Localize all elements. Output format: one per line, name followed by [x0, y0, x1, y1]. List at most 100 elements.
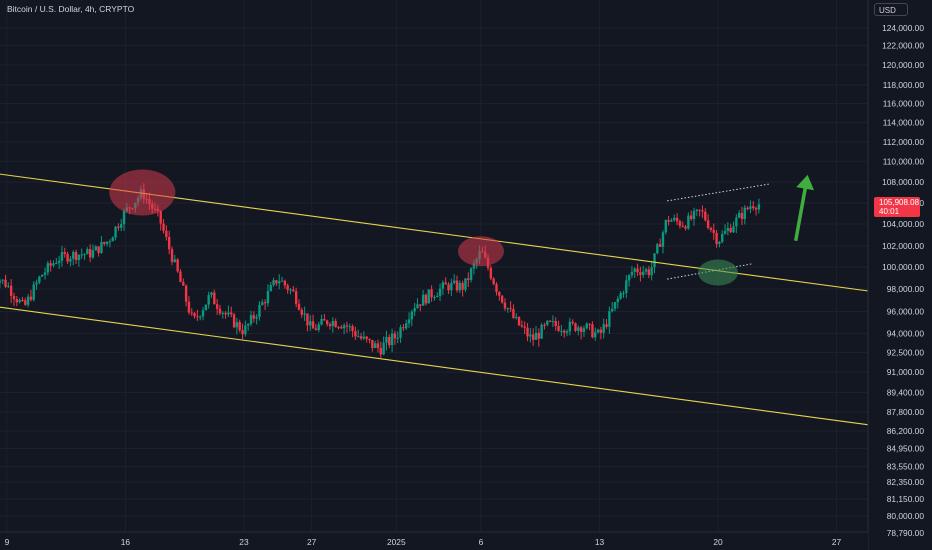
candle-body	[531, 334, 535, 340]
price-axis-label: 104,000.00	[882, 219, 924, 229]
price-axis-label: 100,000.00	[882, 262, 924, 272]
candle-body	[574, 323, 577, 331]
candle-body	[334, 321, 337, 328]
candle-body	[410, 311, 414, 320]
price-axis-label: 112,000.00	[883, 137, 925, 147]
candle-body	[472, 263, 476, 269]
candle-body	[489, 267, 493, 279]
candle-body	[441, 282, 445, 289]
candle-body	[689, 215, 693, 220]
price-axis-label: 124,000.00	[882, 23, 924, 33]
candle-body	[568, 321, 572, 332]
candle-body	[594, 332, 597, 338]
candle-body	[365, 336, 368, 339]
price-axis-label: 82,350.00	[887, 477, 925, 487]
candle-body	[701, 210, 704, 212]
candle-body	[283, 280, 287, 286]
candle-body	[235, 322, 239, 328]
candle-body	[337, 327, 340, 329]
candle-body	[447, 284, 450, 291]
candle-body	[436, 295, 439, 298]
candle-body	[241, 330, 244, 335]
candle-body	[712, 229, 715, 233]
candle-body	[749, 206, 752, 209]
time-axis-label: 2025	[387, 537, 406, 547]
candle-body	[97, 246, 100, 253]
candle-body	[314, 328, 318, 331]
candle-body	[616, 298, 620, 303]
candle-body	[402, 327, 405, 329]
candle-body	[311, 321, 315, 329]
candle-body	[300, 309, 303, 315]
candle-body	[280, 280, 284, 282]
candle-body	[263, 302, 267, 304]
candle-body	[718, 241, 721, 244]
time-axis-label: 9	[5, 537, 10, 547]
candle-body	[382, 342, 385, 355]
candle-body	[275, 280, 278, 284]
candle-body	[199, 316, 202, 318]
candle-body	[368, 338, 371, 340]
price-axis-label: 108,000.00	[882, 177, 924, 187]
candle-body	[721, 233, 724, 242]
candle-body	[512, 308, 515, 318]
candle-body	[289, 289, 292, 291]
candle-body	[430, 289, 433, 298]
candle-body	[608, 311, 611, 327]
candle-body	[546, 320, 549, 325]
candle-body	[286, 285, 289, 290]
candle-body	[340, 327, 343, 329]
candle-body	[670, 220, 673, 222]
candle-body	[52, 263, 55, 266]
candle-body	[757, 204, 761, 210]
price-axis-label: 91,000.00	[887, 367, 925, 377]
time-axis-bg	[0, 532, 868, 550]
candle-body	[238, 322, 241, 331]
candle-body	[193, 313, 196, 317]
price-axis-label: 122,000.00	[882, 41, 924, 51]
candle-body	[359, 336, 363, 339]
candle-body	[740, 213, 744, 220]
candle-body	[221, 312, 224, 314]
candle-body	[292, 289, 295, 292]
candle-body	[523, 326, 526, 328]
candle-body	[413, 308, 416, 312]
candle-body	[88, 249, 92, 258]
candle-body	[120, 224, 123, 228]
candle-body	[610, 308, 614, 312]
candle-body	[577, 327, 580, 331]
candle-body	[227, 312, 230, 315]
candle-body	[77, 254, 81, 261]
candle-body	[695, 209, 699, 212]
candle-body	[548, 320, 552, 322]
candle-body	[551, 321, 555, 323]
candle-body	[9, 285, 13, 296]
candle-body	[83, 254, 86, 256]
candle-body	[419, 304, 422, 306]
price-axis-label: 78,790.00	[887, 528, 925, 538]
candle-body	[416, 304, 419, 309]
candle-body	[190, 312, 193, 314]
candle-body	[170, 249, 174, 262]
candle-body	[498, 291, 501, 296]
candle-body	[503, 302, 507, 309]
candle-body	[681, 225, 684, 227]
candle-body	[100, 241, 103, 253]
price-axis-label: 120,000.00	[882, 60, 924, 70]
time-axis-label: 27	[307, 537, 317, 547]
candle-body	[664, 220, 667, 233]
price-axis-label: 116,000.00	[883, 99, 925, 109]
candle-body	[424, 294, 428, 304]
candle-body	[515, 316, 518, 318]
currency-selector[interactable]: USD	[874, 3, 908, 16]
candle-body	[706, 220, 710, 228]
candle-body	[644, 269, 648, 272]
candle-body	[201, 310, 205, 317]
candle-body	[26, 296, 30, 305]
candle-body	[407, 319, 411, 324]
candle-body	[602, 324, 605, 333]
candle-body	[232, 314, 236, 328]
candle-body	[80, 254, 83, 256]
candle-body	[605, 324, 608, 327]
